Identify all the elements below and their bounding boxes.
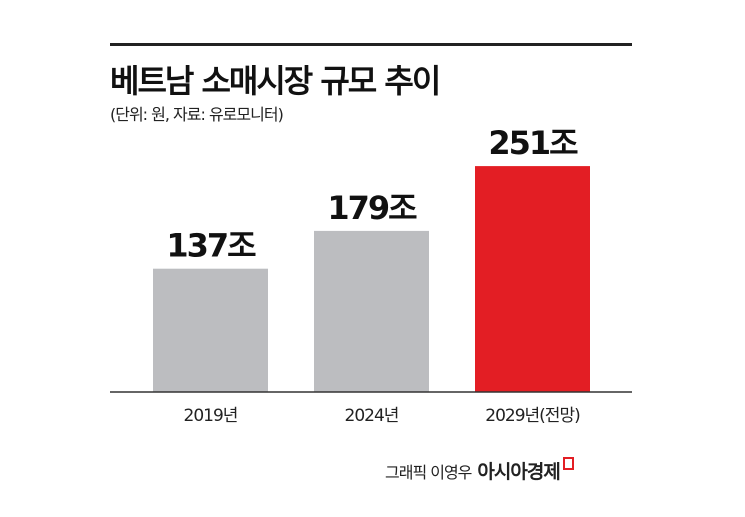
data-label: 179조 xyxy=(327,189,417,227)
bar xyxy=(475,166,590,392)
chart-subtitle: (단위: 원, 자료: 유로모니터) xyxy=(110,105,284,124)
top-rule xyxy=(110,43,632,46)
bar xyxy=(314,230,429,392)
credit-text: 그래픽 이영우 xyxy=(385,463,472,482)
x-tick-label: 2029년(전망) xyxy=(485,406,580,426)
brand-mark-icon xyxy=(562,457,574,470)
x-tick-label: 2019년 xyxy=(184,406,238,426)
chart-title: 베트남 소매시장 규모 추이 xyxy=(110,62,441,100)
x-tick-label: 2024년 xyxy=(345,406,399,426)
bar xyxy=(153,268,268,392)
brand-logo: 아시아경제 xyxy=(477,461,560,483)
data-label: 137조 xyxy=(166,227,256,265)
credit: 그래픽 이영우 아시아경제 xyxy=(385,457,574,484)
data-label: 251조 xyxy=(488,124,578,162)
